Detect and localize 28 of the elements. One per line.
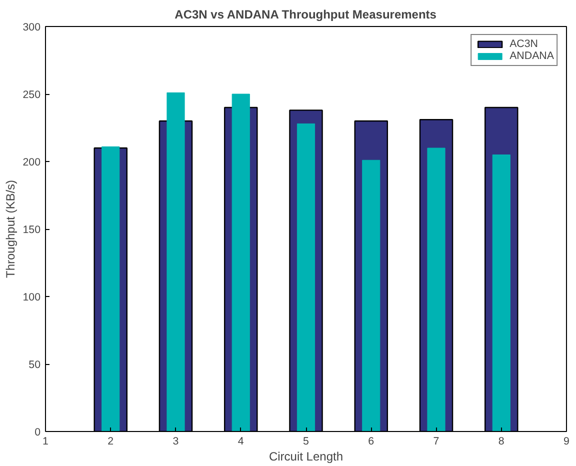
bar bbox=[166, 92, 185, 432]
x-tick-label: 9 bbox=[564, 436, 570, 448]
x-tick-label: 7 bbox=[433, 436, 440, 448]
x-tick-label: 2 bbox=[108, 436, 114, 448]
y-tick-label: 300 bbox=[22, 22, 41, 34]
bar bbox=[362, 160, 380, 432]
legend-label: ANDANA bbox=[510, 50, 554, 62]
x-tick-label: 3 bbox=[172, 436, 179, 448]
y-tick-label: 250 bbox=[22, 89, 41, 101]
x-tick-label: 8 bbox=[498, 436, 504, 448]
y-tick-label: 200 bbox=[22, 156, 41, 168]
x-tick-label: 4 bbox=[238, 436, 244, 448]
x-tick-label: 5 bbox=[303, 436, 310, 448]
y-axis-title: Throughput (KB/s) bbox=[4, 180, 18, 278]
y-tick-label: 150 bbox=[22, 224, 41, 236]
y-tick-label: 100 bbox=[22, 292, 41, 304]
bar bbox=[296, 123, 316, 432]
legend-label: AC3N bbox=[510, 38, 538, 50]
y-tick-label: 0 bbox=[34, 426, 41, 438]
chart-title: AC3N vs ANDANA Throughput Measurements bbox=[174, 8, 437, 22]
bar bbox=[427, 148, 446, 432]
x-tick-label: 6 bbox=[368, 436, 374, 448]
y-tick-label: 50 bbox=[28, 359, 41, 371]
bar bbox=[232, 94, 250, 432]
x-axis-title: Circuit Length bbox=[268, 450, 344, 464]
bar bbox=[492, 154, 510, 432]
x-tick-label: 1 bbox=[42, 436, 49, 448]
bar bbox=[102, 146, 120, 432]
